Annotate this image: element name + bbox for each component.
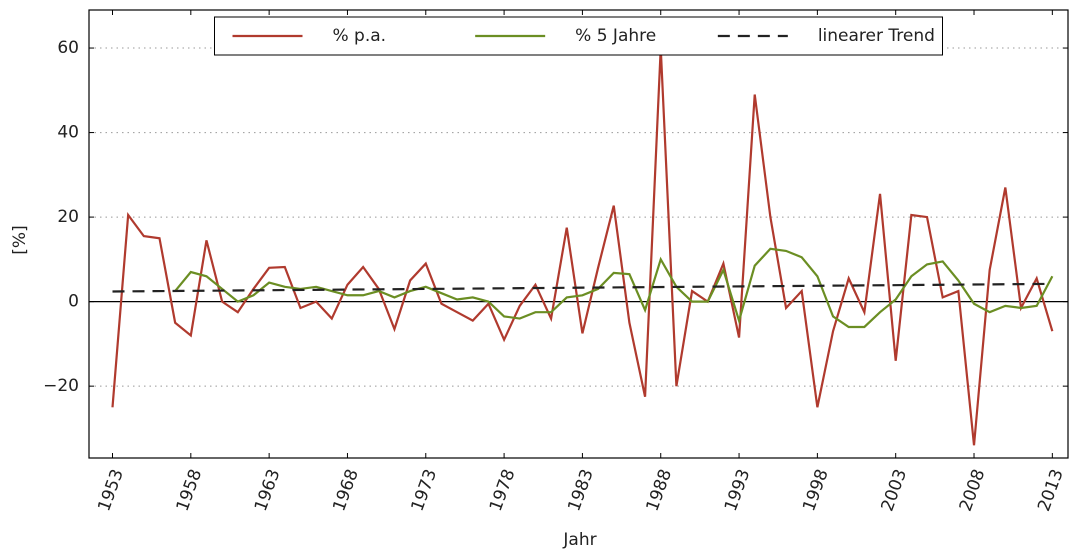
legend-label: % p.a. xyxy=(333,26,387,46)
x-axis-label: Jahr xyxy=(562,530,596,550)
y-tick-label: 40 xyxy=(57,123,79,143)
y-tick-label: −20 xyxy=(43,376,79,396)
x-tick-label: 1953 xyxy=(94,467,128,514)
legend-label: % 5 Jahre xyxy=(575,26,656,46)
x-tick-label: 1973 xyxy=(408,467,442,514)
legend-box xyxy=(214,16,943,56)
y-axis-label: [%] xyxy=(10,225,30,254)
x-tick-label: 1963 xyxy=(251,467,285,514)
series-line xyxy=(111,47,1054,446)
x-tick-label: 1998 xyxy=(799,467,833,514)
x-tick-label: 1988 xyxy=(643,467,677,514)
x-tick-label: 2008 xyxy=(956,467,990,514)
legend-label: linearer Trend xyxy=(818,26,935,46)
x-tick-label: 1968 xyxy=(329,467,363,514)
y-tick-label: 0 xyxy=(68,292,79,312)
y-tick-label: 60 xyxy=(57,38,79,58)
x-tick-label: 1958 xyxy=(173,467,207,514)
x-tick-label: 2013 xyxy=(1034,467,1068,514)
series-line xyxy=(112,282,1053,293)
y-tick-label: 20 xyxy=(57,207,79,227)
series-line xyxy=(174,247,1054,329)
x-tick-label: 1978 xyxy=(486,467,520,514)
x-tick-label: 2003 xyxy=(878,467,912,514)
x-tick-label: 1993 xyxy=(721,467,755,514)
x-tick-label: 1983 xyxy=(564,467,598,514)
plot-frame xyxy=(88,9,1069,459)
